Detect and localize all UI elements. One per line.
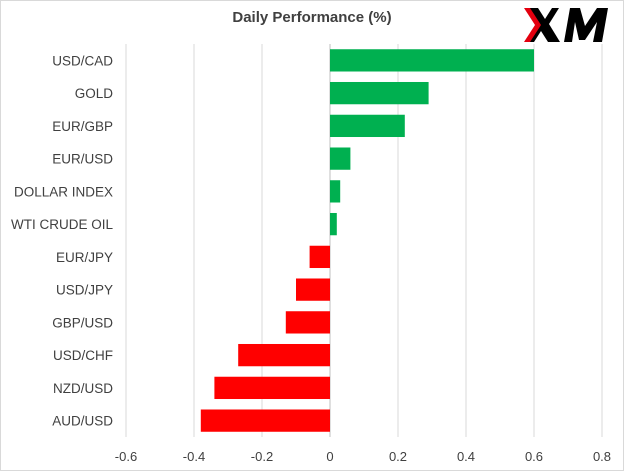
bar [330, 81, 429, 105]
bars [200, 49, 534, 432]
category-label: NZD/USD [53, 381, 113, 396]
chart-title: Daily Performance (%) [232, 9, 392, 26]
x-tick-label: -0.6 [115, 449, 137, 464]
x-tick-label: 0.4 [457, 449, 475, 464]
bar [214, 376, 330, 400]
category-label: GOLD [75, 86, 114, 101]
category-label: USD/JPY [56, 283, 113, 298]
x-tick-label: -0.4 [183, 449, 205, 464]
x-tick-label: 0.8 [593, 449, 611, 464]
category-label: EUR/USD [52, 152, 113, 167]
xm-logo: XM [522, 4, 618, 46]
bar [330, 49, 534, 72]
bar [200, 409, 330, 432]
bar [309, 245, 330, 269]
bar [296, 278, 330, 301]
x-tick-label: 0 [326, 449, 333, 464]
category-label: WTI CRUDE OIL [11, 217, 113, 232]
bar [238, 343, 330, 367]
xm-logo-mark [524, 8, 608, 42]
x-axis-tick-labels: -0.6 -0.4 -0.2 0 0.2 0.4 0.6 0.8 [115, 449, 611, 464]
category-label: DOLLAR INDEX [14, 184, 113, 199]
x-tick-label: 0.6 [525, 449, 543, 464]
bar [330, 114, 405, 138]
x-tick-label: 0.2 [389, 449, 407, 464]
category-label: USD/CAD [52, 53, 113, 68]
bar [330, 180, 341, 203]
category-labels: USD/CAD GOLD EUR/GBP EUR/USD DOLLAR INDEX WTI… [11, 53, 113, 428]
bar [285, 311, 330, 334]
bar [330, 212, 337, 236]
x-tick-label: -0.2 [251, 449, 273, 464]
category-label: GBP/USD [52, 315, 113, 330]
category-label: USD/CHF [53, 348, 113, 363]
bar [330, 147, 351, 170]
grid-lines [125, 44, 603, 437]
category-label: EUR/GBP [52, 119, 113, 134]
category-label: EUR/JPY [56, 250, 113, 265]
category-label: AUD/USD [52, 414, 113, 429]
